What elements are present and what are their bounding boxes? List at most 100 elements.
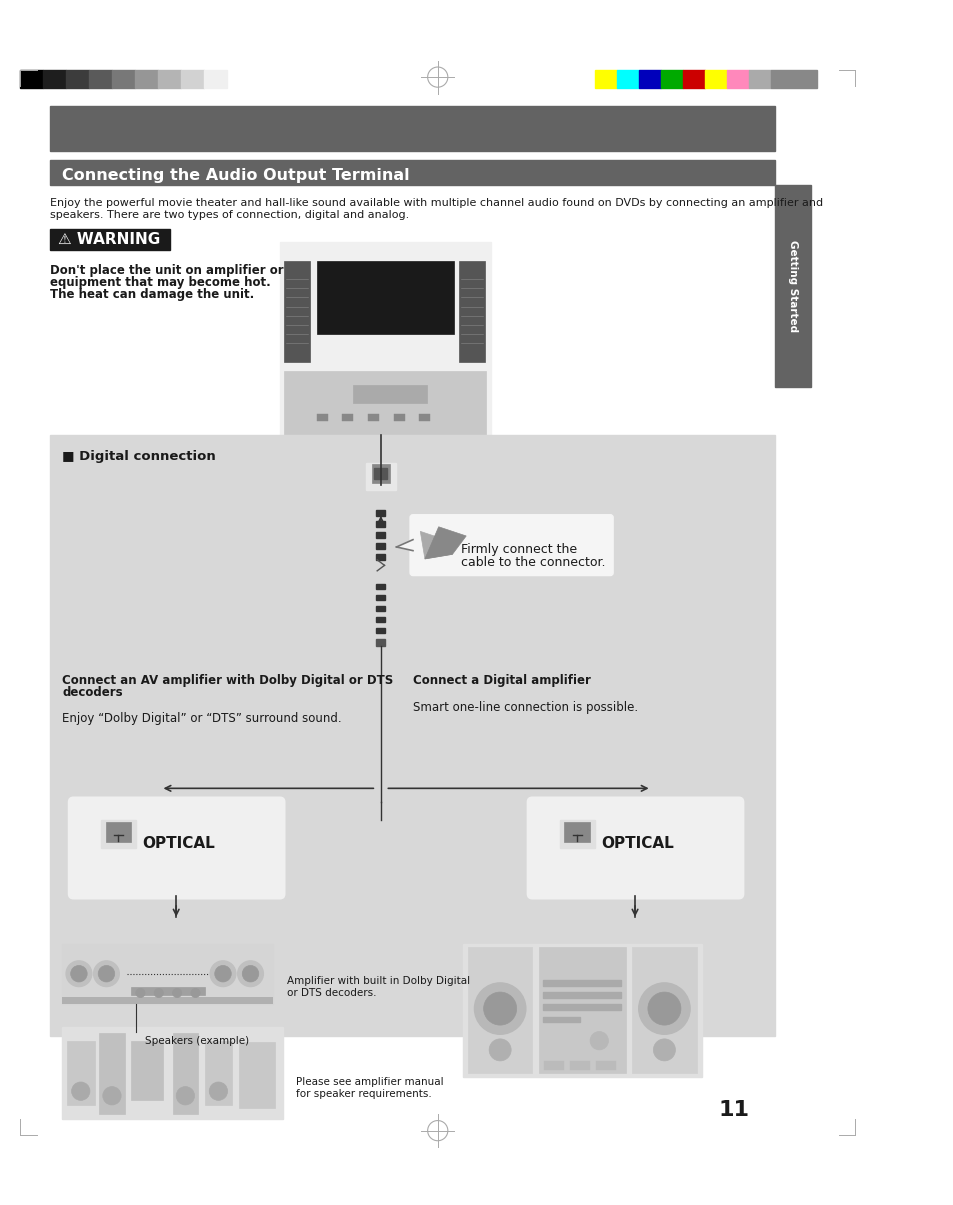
Text: ⚠ WARNING: ⚠ WARNING (58, 233, 160, 247)
Bar (238, 1041, 275, 1107)
Text: Getting Started: Getting Started (787, 240, 797, 333)
Bar (417, 435, 436, 442)
Bar (335, 435, 353, 442)
Bar (51, 229, 170, 249)
Circle shape (474, 983, 525, 1034)
Bar (51, 160, 775, 186)
Bar (569, 1060, 590, 1070)
Bar (542, 1017, 579, 1022)
Bar (316, 260, 454, 334)
Circle shape (242, 965, 258, 982)
Bar (564, 822, 590, 842)
Circle shape (93, 960, 119, 987)
Bar (134, 70, 157, 88)
Bar (284, 260, 310, 361)
FancyBboxPatch shape (69, 798, 284, 899)
Bar (375, 533, 385, 537)
Text: or DTS decoders.: or DTS decoders. (287, 988, 376, 999)
Circle shape (489, 1039, 511, 1060)
Text: speakers. There are two types of connection, digital and analog.: speakers. There are two types of connect… (51, 210, 409, 221)
FancyBboxPatch shape (410, 515, 613, 576)
Text: decoders: decoders (62, 686, 123, 699)
Circle shape (639, 983, 689, 1034)
Circle shape (172, 988, 181, 998)
Circle shape (191, 988, 200, 998)
Bar (595, 1060, 615, 1070)
Bar (374, 468, 387, 480)
Text: 11: 11 (718, 1099, 749, 1119)
Bar (375, 617, 385, 622)
Circle shape (154, 988, 163, 998)
Bar (204, 70, 227, 88)
Polygon shape (424, 527, 466, 559)
Bar (632, 947, 696, 1072)
Text: Enjoy the powerful movie theater and hall-like sound available with multiple cha: Enjoy the powerful movie theater and hal… (51, 199, 822, 208)
Bar (112, 70, 134, 88)
Bar (770, 70, 816, 88)
Bar (375, 583, 385, 589)
Circle shape (483, 992, 517, 1025)
Bar (542, 1004, 620, 1010)
Bar (682, 70, 704, 88)
Bar (774, 186, 810, 387)
Bar (132, 1041, 163, 1100)
Bar (375, 606, 385, 611)
Bar (559, 821, 594, 848)
Bar (704, 70, 726, 88)
Bar (101, 821, 135, 848)
Bar (366, 463, 395, 490)
Bar (132, 987, 205, 995)
Bar (726, 70, 748, 88)
Text: Please see amplifier manual: Please see amplifier manual (296, 1077, 443, 1087)
Circle shape (98, 965, 114, 982)
Bar (368, 413, 378, 422)
Circle shape (237, 960, 263, 987)
Text: Enjoy “Dolby Digital” or “DTS” surround sound.: Enjoy “Dolby Digital” or “DTS” surround … (62, 712, 342, 725)
Bar (62, 1027, 282, 1118)
Bar (542, 992, 620, 998)
Bar (375, 595, 385, 600)
Bar (463, 945, 701, 1077)
Polygon shape (396, 540, 413, 551)
Bar (639, 70, 660, 88)
Text: for speaker requirements.: for speaker requirements. (296, 1089, 432, 1099)
Bar (342, 413, 353, 422)
Text: OPTICAL: OPTICAL (600, 836, 673, 851)
Bar (542, 980, 620, 986)
Text: Connecting the Audio Output Terminal: Connecting the Audio Output Terminal (62, 167, 410, 183)
Circle shape (71, 1082, 90, 1100)
Bar (616, 70, 639, 88)
Bar (375, 543, 385, 548)
FancyBboxPatch shape (527, 798, 742, 899)
Text: equipment that may become hot.: equipment that may become hot. (51, 276, 271, 289)
Bar (67, 1041, 94, 1105)
Bar (279, 242, 491, 435)
Bar (205, 1041, 232, 1105)
Text: Amplifier with built in Dolby Digital: Amplifier with built in Dolby Digital (287, 976, 470, 987)
Bar (43, 70, 66, 88)
Circle shape (176, 1087, 194, 1105)
Text: Smart one-line connection is possible.: Smart one-line connection is possible. (413, 701, 638, 715)
Text: OPTICAL: OPTICAL (142, 836, 214, 851)
Text: Connect a Digital amplifier: Connect a Digital amplifier (413, 674, 590, 687)
Bar (66, 70, 89, 88)
Bar (89, 70, 112, 88)
Circle shape (653, 1039, 675, 1060)
Text: Speakers (example): Speakers (example) (145, 1036, 249, 1046)
Bar (375, 554, 385, 560)
Text: cable to the connector.: cable to the connector. (460, 557, 604, 569)
Bar (375, 628, 385, 634)
Bar (419, 413, 430, 422)
Bar (316, 413, 327, 422)
Bar (375, 522, 385, 527)
Bar (106, 822, 132, 842)
Bar (353, 384, 426, 402)
Text: ■ Digital connection: ■ Digital connection (62, 449, 216, 463)
Bar (375, 639, 385, 646)
Bar (543, 1060, 564, 1070)
Circle shape (66, 960, 91, 987)
Text: The heat can damage the unit.: The heat can damage the unit. (51, 288, 254, 301)
Bar (157, 70, 181, 88)
Bar (172, 1034, 198, 1115)
Text: Firmly connect the: Firmly connect the (460, 543, 577, 557)
